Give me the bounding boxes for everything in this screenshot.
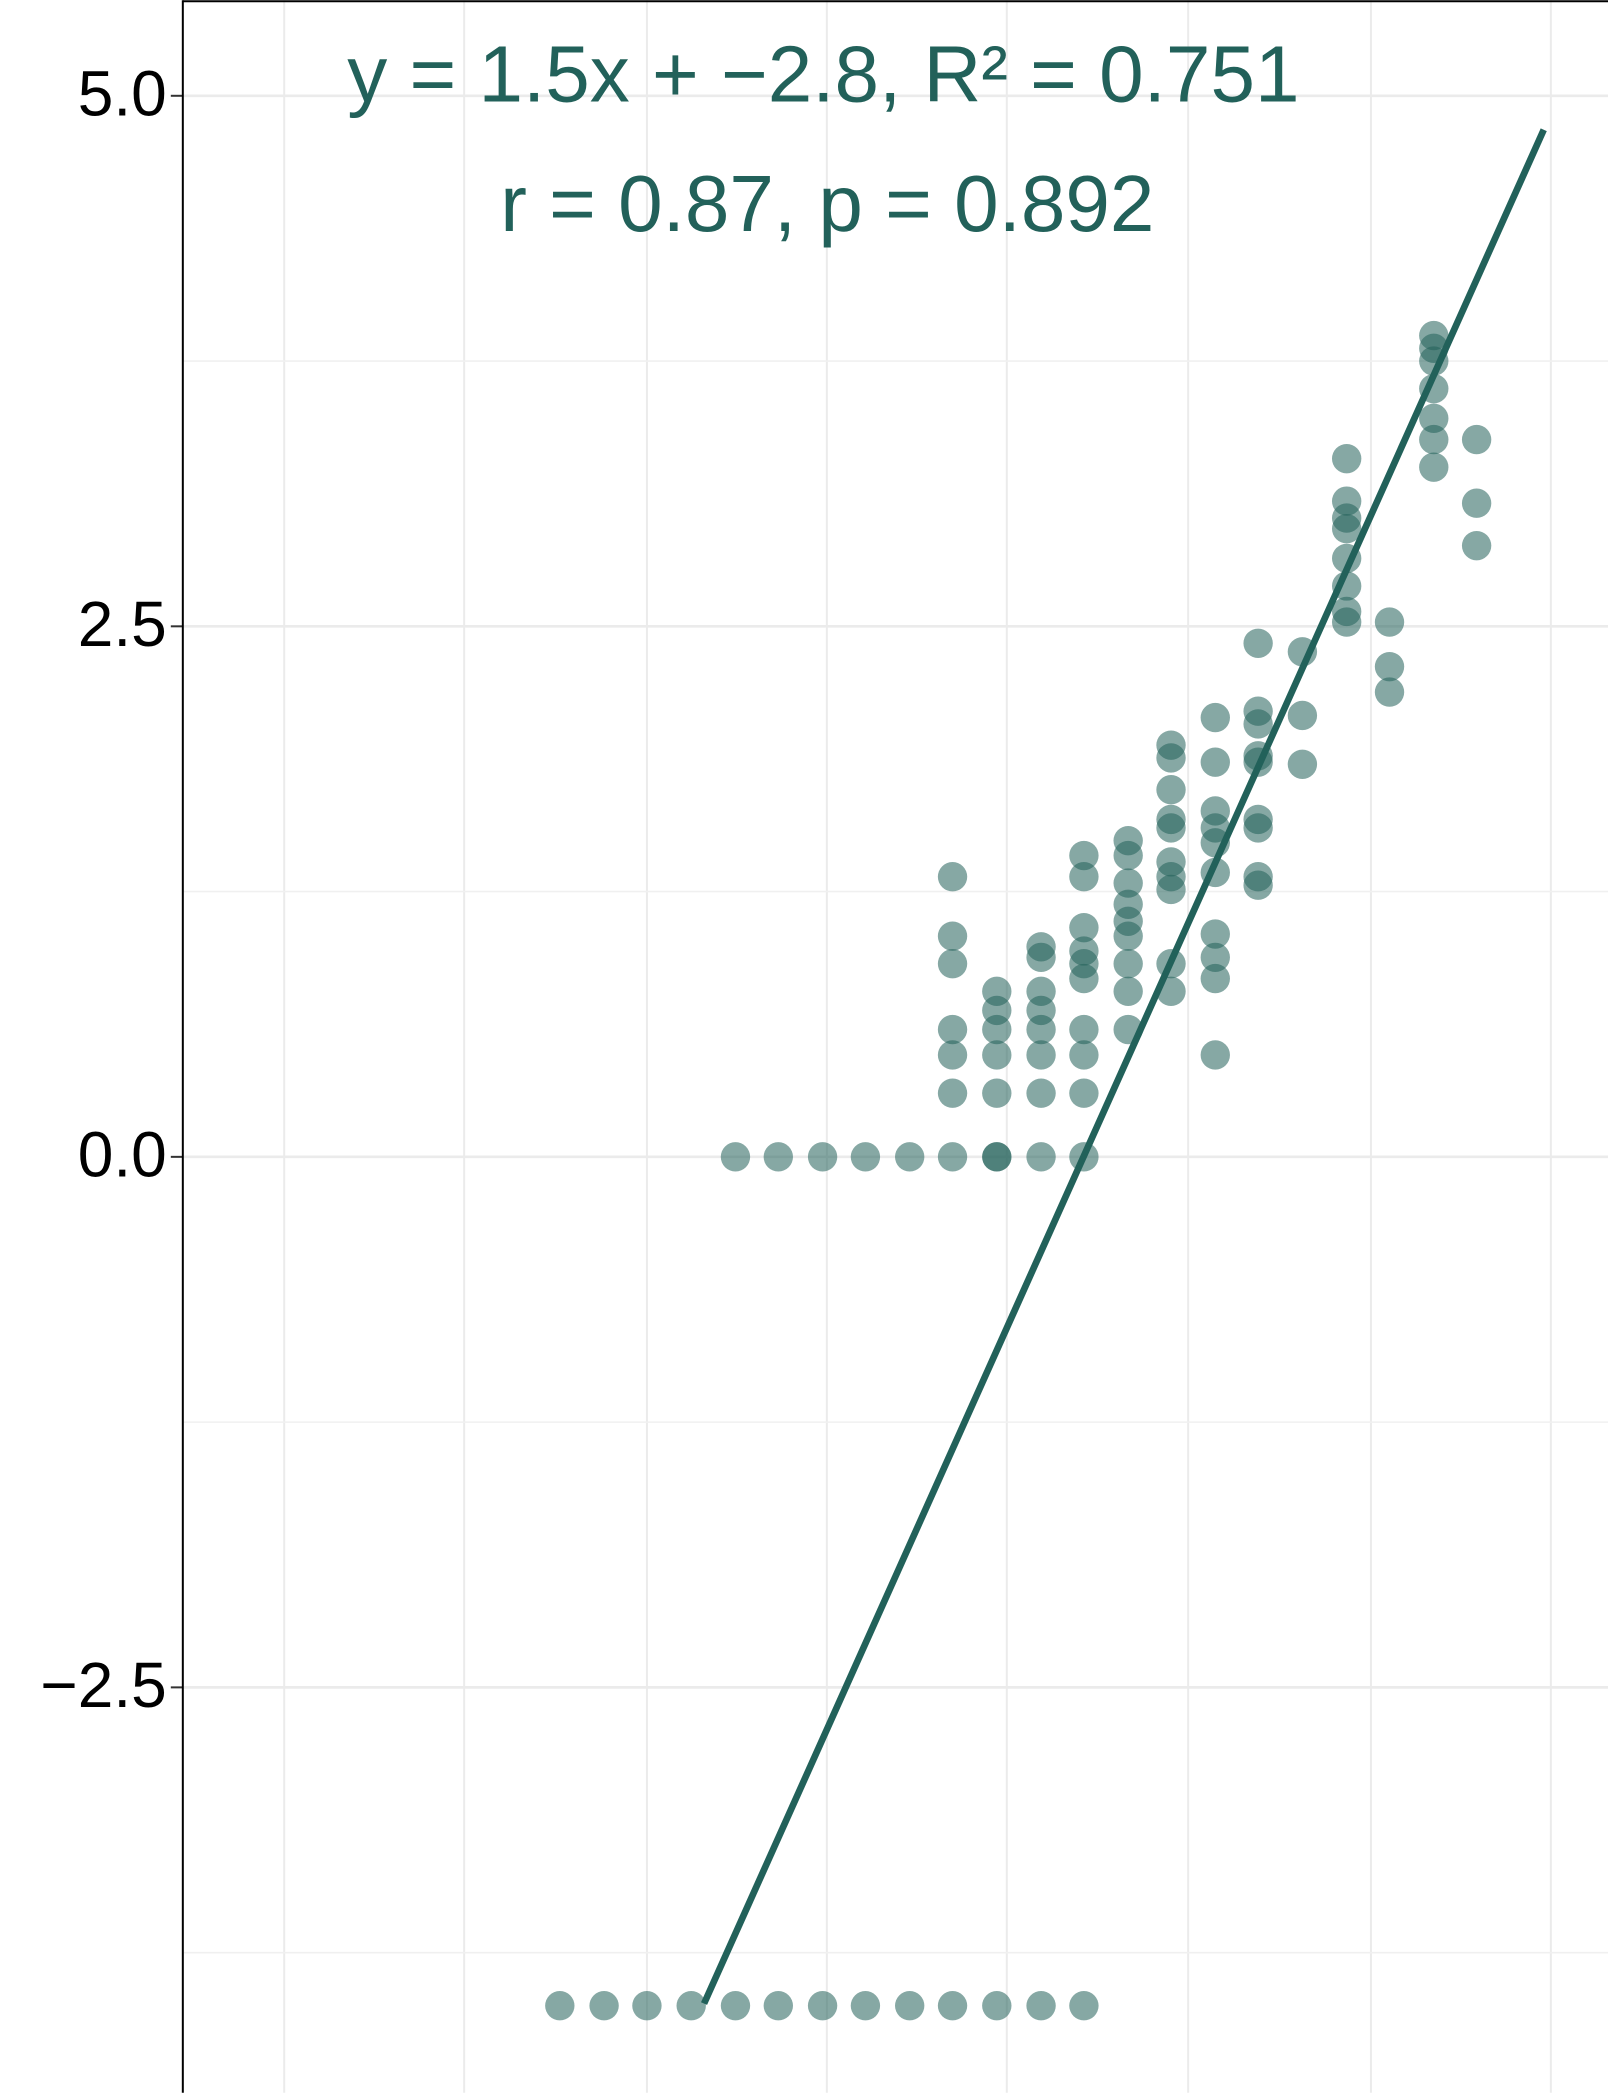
point xyxy=(1200,942,1230,973)
point xyxy=(1026,1991,1056,2021)
point xyxy=(1113,840,1143,871)
point xyxy=(1200,1040,1230,1070)
y-tick-label: −2.5 xyxy=(40,1649,166,1721)
y-tick-label: 2.5 xyxy=(78,588,167,660)
point xyxy=(1069,1991,1099,2021)
point xyxy=(1200,963,1230,994)
point xyxy=(1419,452,1449,482)
point xyxy=(1461,488,1492,518)
point xyxy=(1374,651,1405,682)
point xyxy=(937,1142,968,1172)
point xyxy=(589,1991,619,2021)
point xyxy=(1069,1014,1099,1045)
point xyxy=(1461,424,1492,455)
stats-annotation: r = 0.87, p = 0.892 xyxy=(500,159,1154,248)
point xyxy=(763,1991,793,2021)
point xyxy=(1374,607,1405,637)
point xyxy=(1200,747,1230,777)
point xyxy=(1243,709,1273,739)
point xyxy=(1200,919,1230,949)
point xyxy=(937,949,968,979)
point xyxy=(1461,531,1492,561)
point xyxy=(895,1991,925,2021)
point xyxy=(1156,775,1186,805)
point xyxy=(720,1991,751,2021)
point xyxy=(1113,868,1143,898)
point xyxy=(850,1142,881,1172)
point xyxy=(1026,1040,1056,1070)
point xyxy=(937,1991,968,2021)
point xyxy=(1026,942,1056,973)
point xyxy=(1113,949,1143,979)
point xyxy=(895,1142,925,1172)
point xyxy=(1069,1040,1099,1070)
point xyxy=(982,1040,1012,1070)
point xyxy=(1156,874,1186,905)
point xyxy=(937,1040,968,1070)
point xyxy=(982,1142,1012,1172)
point xyxy=(1374,677,1405,707)
point xyxy=(807,1991,838,2021)
point xyxy=(1419,424,1449,455)
point xyxy=(1156,813,1186,843)
point xyxy=(1069,862,1099,892)
point xyxy=(1243,813,1273,843)
point xyxy=(1156,743,1186,773)
point xyxy=(1026,1014,1056,1045)
point xyxy=(676,1991,706,2021)
point xyxy=(982,1078,1012,1108)
point xyxy=(937,921,968,951)
point xyxy=(1069,840,1099,871)
point xyxy=(937,1014,968,1045)
point xyxy=(1069,912,1099,943)
point xyxy=(1069,1078,1099,1108)
point xyxy=(1026,1078,1056,1108)
point xyxy=(937,1078,968,1108)
point xyxy=(1243,870,1273,900)
point xyxy=(1069,963,1099,994)
point xyxy=(1419,403,1449,434)
point xyxy=(1113,921,1143,951)
point xyxy=(1287,749,1318,779)
point xyxy=(545,1991,575,2021)
point xyxy=(850,1991,881,2021)
point xyxy=(982,1014,1012,1045)
y-tick-label: 0.0 xyxy=(78,1118,167,1190)
point xyxy=(937,862,968,892)
point xyxy=(1113,976,1143,1007)
point xyxy=(982,1991,1012,2021)
point xyxy=(720,1142,751,1172)
point xyxy=(632,1991,662,2021)
point xyxy=(807,1142,838,1172)
y-tick-label: 5.0 xyxy=(78,57,167,129)
point xyxy=(763,1142,793,1172)
trend-line xyxy=(701,128,1547,2005)
point xyxy=(1331,514,1362,544)
equation-annotation: y = 1.5x + −2.8, R² = 0.751 xyxy=(347,30,1299,119)
point xyxy=(1026,1142,1056,1172)
point xyxy=(1200,702,1230,733)
point xyxy=(1331,607,1362,637)
point xyxy=(1287,700,1318,731)
point xyxy=(1243,628,1273,658)
point xyxy=(1331,443,1362,474)
